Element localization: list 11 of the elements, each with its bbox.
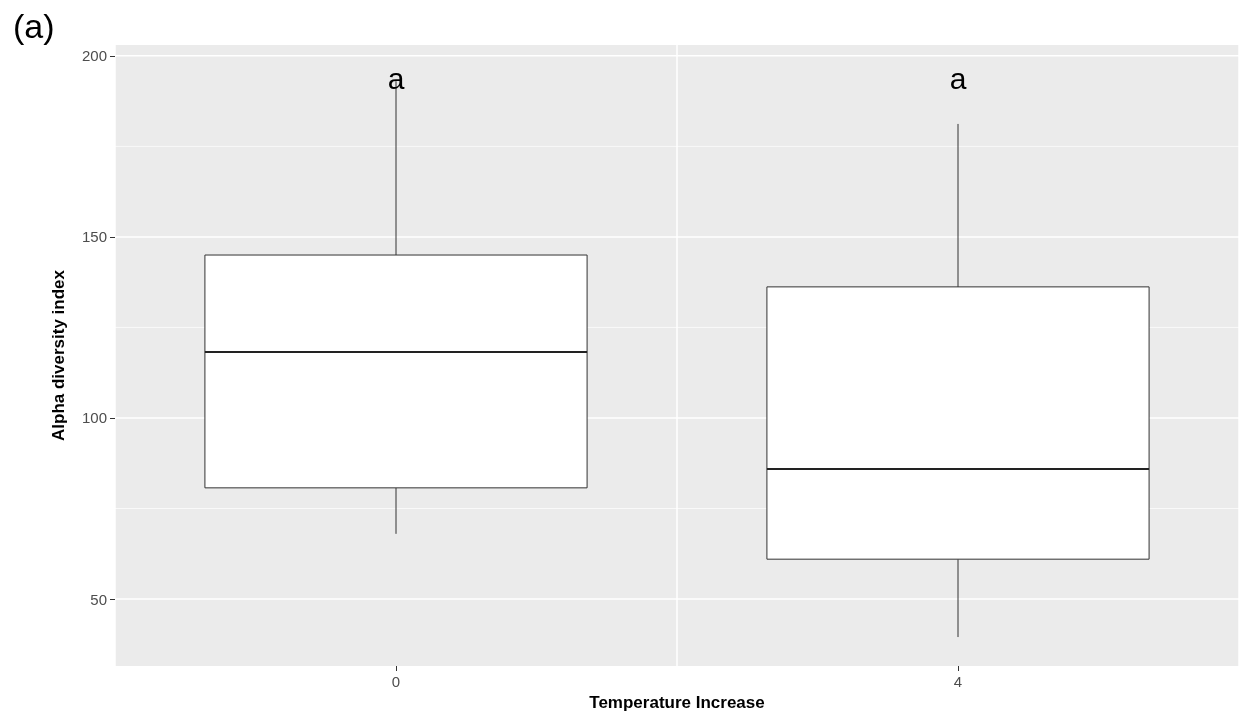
y-axis-title: Alpha diversity index [49, 269, 68, 441]
x-axis-title: Temperature Increase [589, 693, 765, 712]
y-tick-label: 200 [81, 47, 107, 65]
x-tick-label: 4 [953, 673, 963, 690]
annotation: a [387, 61, 405, 95]
y-tick-label: 150 [81, 228, 107, 246]
annotation: a [949, 61, 967, 95]
y-tick-label: 50 [90, 590, 107, 608]
x-tick-label: 0 [391, 673, 401, 690]
y-tick-label: 100 [81, 409, 107, 427]
chart-title: (a) [13, 7, 55, 45]
